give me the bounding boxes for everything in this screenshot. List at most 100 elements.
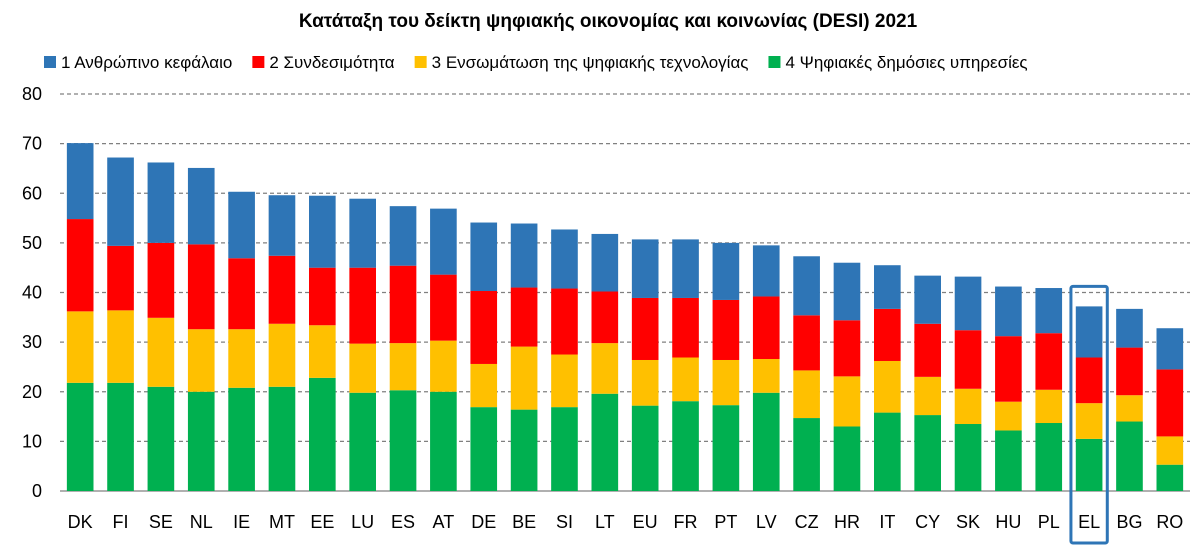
bar-segment [1075,403,1103,439]
x-tick-label: HU [995,512,1021,532]
bar-segment [430,274,457,341]
bar-segment [228,387,255,491]
legend-swatch [252,56,265,68]
bar-segment [430,391,457,491]
x-tick-label: FR [674,512,698,532]
x-tick-label: BE [512,512,536,532]
bar-segment [995,430,1022,491]
legend-swatch [768,56,781,68]
bars [66,143,1184,491]
bar-segment [510,223,538,288]
x-tick-label: ES [391,512,415,532]
x-tick-label: AT [433,512,455,532]
bar-segment [712,299,740,360]
bar-segment [1156,464,1184,491]
bar-segment [833,376,861,427]
bar-segment [309,195,336,268]
legend-swatch [44,56,56,68]
bar-segment [1035,288,1063,334]
bar-segment [551,354,578,408]
x-tick-label: IE [233,512,250,532]
bar-segment [309,267,336,326]
bar-segment [591,343,619,394]
bar-segment [147,162,175,243]
legend-swatch [414,56,427,68]
bar-segment [1156,328,1184,370]
bar-segment [268,386,296,491]
x-tick-label: SK [956,512,980,532]
x-tick-label: RO [1156,512,1183,532]
bar-segment [147,242,175,318]
y-tick-label: 0 [32,481,42,501]
bar-segment [954,330,982,389]
legend-label: 4 Ψηφιακές δημόσιες υπηρεσίες [785,53,1027,72]
x-tick-label: IT [879,512,895,532]
x-tick-label: CY [915,512,940,532]
bar-segment [66,219,94,312]
bar-segment [752,392,780,491]
x-tick-label: MT [269,512,295,532]
bar-segment [187,391,215,491]
bar-segment [470,222,498,292]
chart-title: Κατάταξη του δείκτη ψηφιακής οικονομίας … [299,11,918,32]
bar-segment [591,233,619,292]
bar-segment [712,405,740,491]
bar-segment [591,291,619,344]
bar-segment [107,382,134,491]
y-tick-label: 50 [22,233,42,253]
bar-segment [309,377,336,491]
bar-segment [712,359,740,406]
y-tick-label: 30 [22,332,42,352]
bar-segment [833,320,861,377]
bar-segment [914,323,941,377]
bar-segment [349,267,376,344]
y-tick-label: 80 [22,84,42,104]
bar-segment [672,297,699,358]
bar-segment [107,310,134,383]
x-tick-label: EU [633,512,658,532]
bar-segment [551,407,578,491]
bar-segment [1035,423,1063,491]
bar-segment [874,265,901,309]
bar-segment [187,244,215,330]
bar-segment [389,265,417,344]
bar-segment [147,317,175,387]
bar-segment [228,329,255,388]
bar-segment [874,308,901,361]
bar-segment [349,198,376,268]
bar-segment [874,412,901,491]
x-tick-label: NL [190,512,213,532]
x-tick-label: LU [351,512,374,532]
bar-segment [1116,347,1143,396]
x-tick-label: BG [1116,512,1142,532]
bar-segment [551,288,578,355]
highlight-box [1069,284,1109,545]
bar-segment [1075,357,1103,404]
bar-segment [995,401,1022,431]
bar-segment [752,296,780,359]
bar-segment [954,276,982,331]
bar-segment [470,363,498,408]
bar-segment [752,359,780,393]
x-tick-label: SE [149,512,173,532]
legend-label: 3 Ενσωμάτωση της ψηφιακής τεχνολογίας [432,53,749,72]
bar-segment [631,405,659,491]
bar-segment [833,426,861,491]
bar-segment [752,245,780,297]
bar-segment [309,325,336,378]
bar-segment [430,340,457,392]
bar-segment [147,386,175,491]
y-tick-label: 70 [22,134,42,154]
bar-segment [1116,395,1143,422]
bar-segment [793,315,820,371]
x-tick-label: LT [595,512,615,532]
bar-segment [1156,436,1184,465]
bar-segment [268,323,296,387]
bar-segment [268,195,296,256]
bar-segment [510,409,538,491]
bar-segment [833,262,861,321]
bar-segment [793,370,820,419]
bar-segment [268,255,296,324]
